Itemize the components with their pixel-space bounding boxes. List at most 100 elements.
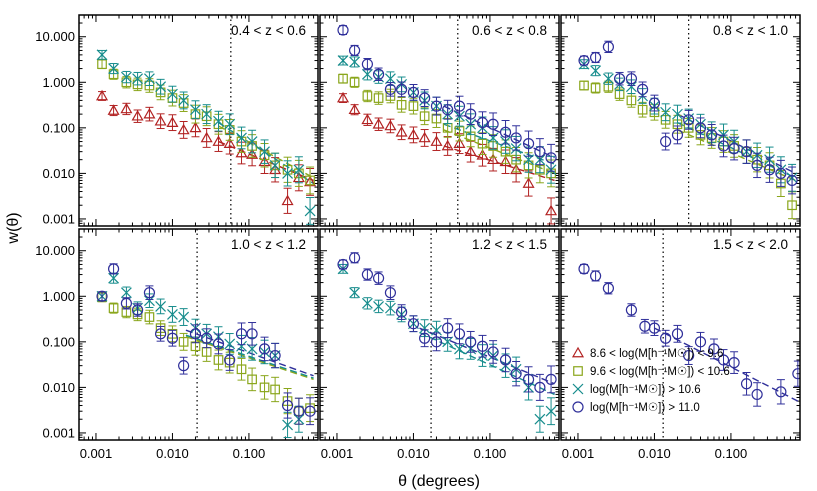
data-point-s3 (224, 338, 236, 350)
error-bar (294, 397, 303, 425)
data-point-s4 (578, 263, 590, 275)
data-point-s3 (660, 106, 672, 118)
data-point-s1 (407, 128, 420, 140)
data-point-s2 (247, 374, 257, 385)
data-point-s4 (396, 306, 408, 318)
x-tick-label: 0.010 (397, 446, 430, 461)
fit-line-s1 (218, 140, 314, 182)
data-point-s2 (270, 384, 280, 395)
error-bar (489, 340, 498, 364)
data-point-s1 (200, 131, 213, 143)
fit-line-s4 (443, 105, 555, 159)
data-point-s3 (246, 136, 258, 147)
error-bar (248, 367, 257, 392)
error-bar (214, 333, 223, 355)
data-point-s1 (430, 135, 443, 146)
data-point-s4 (648, 97, 661, 109)
data-point-s4 (510, 132, 522, 144)
data-point-s4 (751, 388, 763, 401)
x-tick-label: 0.100 (715, 446, 748, 461)
error-bar (707, 124, 716, 146)
error-bar (432, 96, 441, 116)
data-point-s3 (487, 132, 499, 144)
panel-5: 1.2 < z < 1.5 0.001 0.010 0.100 (319, 228, 560, 461)
error-bar (122, 297, 131, 310)
data-point-s3 (282, 167, 293, 179)
x-tick-label: 0.010 (638, 446, 671, 461)
data-point-s4 (660, 332, 672, 344)
data-point-s3 (144, 295, 155, 307)
legend-label: 9.6 < log(M[h⁻¹M☉]) < 10.6 (590, 366, 730, 378)
error-bar (788, 191, 797, 220)
data-point-s1 (143, 107, 156, 119)
legend-marker (571, 346, 585, 358)
data-point-s3 (120, 71, 132, 83)
error-bar (339, 73, 348, 84)
data-point-s1 (154, 114, 167, 126)
data-point-s3 (269, 159, 281, 171)
data-point-s3 (120, 287, 132, 299)
y-tick-label: 0.010 (42, 380, 75, 395)
x-tick-label: 0.010 (156, 446, 189, 461)
error-bar (455, 95, 464, 117)
data-point-s2 (305, 175, 315, 186)
error-bar (742, 371, 751, 396)
error-bar (661, 132, 670, 151)
data-point-s4 (648, 322, 661, 334)
panel-frame (78, 228, 319, 441)
data-point-s4 (212, 338, 225, 350)
data-point-s4 (499, 126, 512, 138)
error-bar (753, 152, 762, 179)
error-bar (535, 138, 544, 166)
data-point-s3 (178, 311, 190, 323)
data-point-s4 (407, 318, 420, 330)
error-bar (237, 322, 246, 346)
error-bar (788, 166, 797, 195)
data-point-s4 (625, 73, 638, 85)
data-point-s2 (236, 364, 247, 375)
data-point-s2 (213, 355, 224, 365)
panel-6: 1.5 < z < 2.0 0.001 0.010 0.100 (560, 228, 801, 461)
data-point-s3 (224, 118, 236, 130)
data-point-s4 (337, 24, 349, 36)
error-bar (350, 76, 359, 88)
data-point-s4 (304, 405, 316, 417)
data-point-s2 (787, 200, 797, 211)
data-point-s2 (408, 101, 419, 111)
data-point-s4 (740, 378, 753, 390)
error-bar (776, 159, 785, 187)
fit-line-s1 (443, 145, 555, 182)
data-point-s2 (626, 95, 637, 106)
y-axis-label: w(θ) (5, 212, 22, 244)
data-point-s3 (236, 340, 247, 352)
data-point-s4 (419, 332, 431, 344)
panel-frame (560, 228, 801, 441)
data-point-s4 (465, 336, 477, 348)
error-bar (489, 112, 498, 137)
legend-label: 8.6 < log(M[h⁻¹M☉]) < 9.6 (590, 348, 723, 360)
data-point-s2 (338, 73, 348, 84)
data-point-s2 (590, 83, 601, 93)
error-bar (133, 303, 142, 317)
y-tick-label: 0.010 (42, 166, 75, 181)
y-tick-label: 10.000 (35, 29, 75, 44)
data-point-s3 (373, 300, 385, 312)
panel-3: 0.8 < z < 1.0 (560, 14, 801, 227)
data-point-s1 (545, 204, 558, 216)
data-point-s4 (442, 104, 454, 116)
data-point-s4 (131, 304, 144, 316)
data-point-s4 (671, 328, 684, 340)
error-bar (478, 334, 487, 358)
data-point-s4 (430, 336, 443, 348)
error-bar (547, 365, 556, 394)
error-bar (271, 342, 280, 369)
error-bar (524, 130, 533, 157)
error-bar (673, 125, 682, 145)
panel-frame (319, 228, 560, 441)
legend-label: log(M[h⁻¹M☉]) > 11.0 (590, 402, 700, 414)
data-point-s4 (763, 164, 776, 176)
error-bar (432, 332, 441, 352)
error-bar (709, 338, 718, 360)
data-point-s3 (96, 49, 108, 61)
data-point-s2 (362, 91, 373, 101)
